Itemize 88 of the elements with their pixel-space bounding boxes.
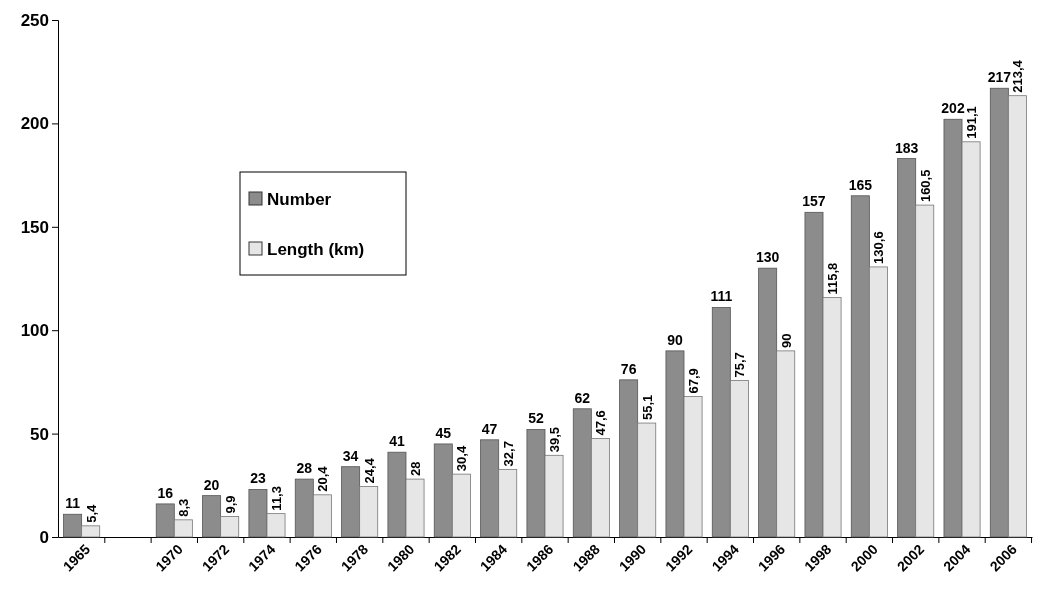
bar — [619, 379, 639, 538]
bar — [433, 443, 453, 538]
bar — [173, 519, 193, 538]
bar — [63, 513, 83, 538]
bar — [943, 118, 963, 538]
data-label: 111 — [710, 288, 733, 305]
data-label: 115,8 — [825, 262, 841, 295]
data-label: 52 — [528, 410, 544, 427]
bar — [266, 513, 286, 538]
data-label: 47 — [481, 420, 498, 437]
bar — [359, 486, 379, 538]
bar — [1007, 95, 1027, 538]
bar — [665, 350, 685, 538]
data-label: 130 — [755, 249, 780, 266]
data-label: 67,9 — [686, 368, 702, 394]
data-label: 28 — [296, 460, 313, 477]
data-label: 157 — [802, 193, 826, 210]
bar — [544, 454, 564, 538]
data-label: 41 — [389, 433, 405, 450]
y-tick-label: 50 — [30, 424, 49, 444]
bar — [637, 422, 657, 538]
data-label: 165 — [848, 176, 873, 193]
bar — [776, 350, 796, 538]
data-label: 11 — [65, 495, 81, 512]
bar — [387, 451, 407, 538]
bar — [248, 489, 268, 538]
data-label: 34 — [342, 447, 359, 464]
data-label: 90 — [778, 333, 794, 348]
data-label: 202 — [941, 100, 965, 117]
data-label: 130,6 — [871, 231, 887, 264]
y-tick-label: 200 — [20, 114, 49, 134]
bar — [294, 478, 314, 538]
data-label: 9,9 — [222, 495, 238, 514]
bar — [155, 503, 175, 538]
bar — [989, 87, 1009, 538]
bar — [822, 297, 842, 538]
data-label: 191,1 — [964, 106, 980, 139]
data-label: 217 — [987, 69, 1012, 86]
legend-label: Length (km) — [267, 240, 365, 259]
bar — [572, 408, 592, 538]
data-label: 30,4 — [454, 445, 470, 472]
legend-label: Number — [267, 190, 332, 209]
bar — [711, 307, 731, 538]
data-label: 16 — [157, 484, 174, 501]
bar — [915, 204, 935, 538]
bar — [202, 495, 222, 538]
y-tick-label: 150 — [20, 217, 49, 237]
bar — [81, 525, 101, 538]
data-label: 55,1 — [639, 394, 655, 421]
y-tick-label: 100 — [20, 321, 49, 341]
bar — [526, 429, 546, 538]
bar — [729, 380, 749, 538]
bar — [804, 211, 824, 538]
data-label: 47,6 — [593, 410, 609, 436]
bar — [868, 266, 888, 538]
data-label: 28 — [408, 461, 424, 477]
bar — [405, 478, 425, 538]
bar — [480, 439, 500, 538]
data-label: 11,3 — [269, 486, 285, 511]
data-label: 32,7 — [500, 441, 516, 467]
bar — [498, 468, 518, 538]
data-label: 8,3 — [176, 498, 192, 517]
y-tick-label: 250 — [20, 10, 49, 30]
bar — [758, 267, 778, 538]
data-label: 20 — [203, 476, 220, 493]
bar — [312, 494, 332, 538]
y-tick-label: 0 — [39, 527, 49, 547]
data-label: 5,4 — [83, 503, 99, 523]
data-label: 183 — [894, 139, 919, 156]
data-label: 20,4 — [315, 465, 331, 492]
data-label: 90 — [667, 331, 683, 348]
data-label: 24,4 — [361, 457, 377, 484]
data-label: 23 — [250, 470, 266, 487]
bar — [451, 473, 471, 538]
data-label: 160,5 — [917, 169, 933, 203]
bar — [683, 396, 703, 538]
data-label: 213,4 — [1010, 59, 1026, 93]
data-label: 76 — [620, 360, 637, 377]
bar — [590, 438, 610, 538]
bar — [220, 516, 240, 538]
bar — [850, 195, 870, 538]
bar — [341, 466, 361, 538]
bar — [897, 158, 917, 538]
data-label: 75,7 — [732, 352, 748, 378]
data-label: 39,5 — [547, 427, 563, 453]
data-label: 62 — [574, 389, 591, 406]
data-label: 45 — [435, 424, 452, 441]
bar — [961, 141, 981, 538]
